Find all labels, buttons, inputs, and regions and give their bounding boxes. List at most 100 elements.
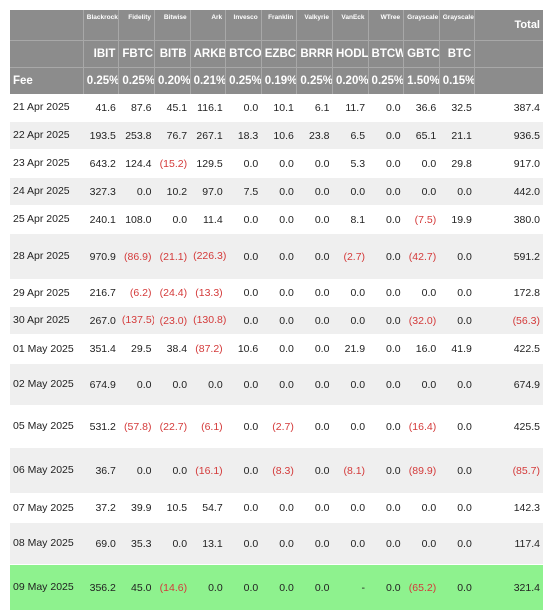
table-row: 09 May 2025 356.2 45.0 (14.6) 0.0 0.0 0.0 0.0-0… [10,564,543,611]
table-row: 28 Apr 2025 970.9 (86.9) (21.1) (226.3) 0.0 0.… [10,233,543,280]
flow-cell: 0.0 [368,493,404,523]
flow-cell: 0.0 [225,306,262,335]
flow-cell: 0.0 [296,405,333,448]
flow-cell: 0.0 [225,279,262,307]
total-cell: 172.8 [474,279,543,307]
date-cell: 06 May 2025 [10,447,84,494]
flow-cell: 0.0 [118,447,155,494]
flow-cell: 0.0 [154,205,191,234]
flow-cell: 0.0 [332,177,369,206]
flow-cell: 0.0 [439,522,475,565]
flow-cell: 531.2 [83,405,119,448]
date-cell: 05 May 2025 [10,405,84,448]
flow-cell: 0.0 [368,121,404,150]
flow-cell: 87.6 [118,94,155,122]
flow-cell: 267.1 [190,121,226,150]
issuer-header: Franklin [260,10,297,41]
flow-cell: 0.0 [296,233,333,280]
issuer-corner-cell [10,10,84,41]
flow-cell: 0.0 [403,363,440,406]
flow-cell: 0.0 [154,447,191,494]
table-row: 21 Apr 2025 41.6 87.6 45.1 116.1 0.0 10.1 6.1 11… [10,94,543,122]
flow-cell: 124.4 [118,149,155,178]
flow-cell: 0.0 [261,205,297,234]
date-cell: 07 May 2025 [10,493,84,523]
table-row: 02 May 2025 674.9 0.0 0.0 0.0 0.0 0.0 0.0 0.0 0.0… [10,363,543,406]
flow-cell: 0.0 [332,306,369,335]
flow-cell: 0.0 [261,279,297,307]
flow-cell: 0.0 [439,177,475,206]
flow-cell: 327.3 [83,177,119,206]
flow-cell: 45.0 [118,564,155,611]
ticker-header: BTC [438,40,475,68]
flow-cell: 0.0 [225,522,262,565]
flow-cell: 0.0 [368,447,404,494]
total-cell: 674.9 [474,363,543,406]
flow-cell: 13.1 [190,522,226,565]
flow-cell: 0.0 [296,363,333,406]
flow-cell: 0.0 [296,306,333,335]
flow-cell: 76.7 [154,121,191,150]
flow-cell: 29.5 [118,334,155,364]
flow-cell: 0.0 [261,522,297,565]
date-cell: 22 Apr 2025 [10,121,84,150]
flow-cell: 54.7 [190,493,226,523]
flow-cell: 5.3 [332,149,369,178]
flow-cell: 10.6 [225,334,262,364]
flow-cell: 0.0 [225,363,262,406]
flow-cell: (6.1) [190,405,226,448]
ticker-header: ARKB [189,40,226,68]
ticker-header: BTCO [225,40,262,68]
flow-cell: (24.4) [154,279,191,307]
issuer-row: Blackrock Fidelity Bitwise Ark Invesco F… [10,10,543,41]
date-cell: 23 Apr 2025 [10,149,84,178]
flow-cell: 108.0 [118,205,155,234]
flow-cell: (7.5) [403,205,440,234]
flow-cell: 0.0 [225,564,262,611]
flow-cell: (15.2) [154,149,191,178]
total-cell: (85.7) [474,447,543,494]
flow-cell: 0.0 [154,522,191,565]
total-cell: 917.0 [474,149,543,178]
flow-cell: 0.0 [368,522,404,565]
flow-cell: 36.7 [83,447,119,494]
flow-cell: 0.0 [439,233,475,280]
flow-cell: 0.0 [225,233,262,280]
fee-value: 0.19% [260,67,297,94]
flow-cell: (65.2) [403,564,440,611]
flow-cell: 7.5 [225,177,262,206]
table-row: 24 Apr 2025 327.3 0.0 10.2 97.0 7.5 0.0 0.0 0.0 0… [10,177,543,206]
flow-cell: 97.0 [190,177,226,206]
flow-cell: 0.0 [368,363,404,406]
flow-cell: (16.1) [190,447,226,494]
flow-cell: 253.8 [118,121,155,150]
date-cell: 02 May 2025 [10,363,84,406]
flow-cell: 0.0 [261,363,297,406]
flow-cell: 10.5 [154,493,191,523]
date-cell: 30 Apr 2025 [10,306,84,335]
flow-cell: 6.1 [296,94,333,122]
flow-cell: 0.0 [368,279,404,307]
flow-cell: 11.4 [190,205,226,234]
flow-cell: 0.0 [118,177,155,206]
date-cell: 25 Apr 2025 [10,205,84,234]
date-cell: 09 May 2025 [10,564,84,611]
table-row: 07 May 2025 37.2 39.9 10.5 54.7 0.0 0.0 0.0 0.0 0… [10,493,543,523]
ticker-header: HODL [331,40,369,68]
flow-cell: 0.0 [225,205,262,234]
flow-cell: 0.0 [368,205,404,234]
table-row: 08 May 2025 69.0 35.3 0.0 13.1 0.0 0.0 0.0 0.0 0.… [10,522,543,565]
issuer-header: Bitwise [153,10,191,41]
flow-cell: 0.0 [368,177,404,206]
flow-cell: 0.0 [368,94,404,122]
total-cell: 387.4 [474,94,543,122]
date-cell: 29 Apr 2025 [10,279,84,307]
ticker-header: BRRR [296,40,333,68]
flow-cell: 351.4 [83,334,119,364]
ticker-row: IBIT FBTC BITB ARKB BTCO EZBC BRRR HODL … [10,40,543,68]
flow-cell: 0.0 [368,149,404,178]
flow-cell: 18.3 [225,121,262,150]
flow-cell: (2.7) [261,405,297,448]
fee-value: 0.25% [82,67,119,94]
fee-value: 0.25% [225,67,262,94]
